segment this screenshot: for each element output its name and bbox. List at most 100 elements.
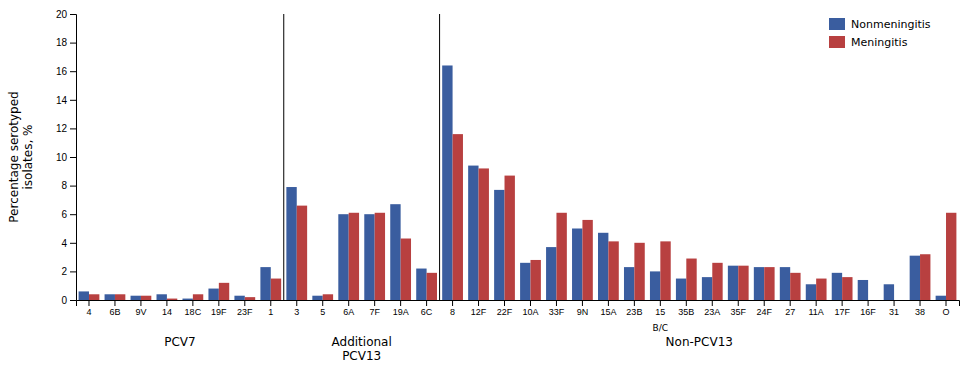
x-tick-label: 35F	[730, 307, 746, 317]
bar	[349, 213, 359, 300]
x-tick: 33F	[549, 300, 565, 317]
x-tick-label: 6C	[421, 307, 433, 317]
bar	[494, 190, 504, 300]
y-tick: 2	[61, 266, 76, 277]
x-tick-mark	[296, 300, 297, 306]
y-tick-label: 20	[56, 9, 68, 20]
x-tick-label: 15A	[600, 307, 616, 317]
bar	[946, 213, 956, 300]
x-tick-mark	[244, 300, 245, 306]
legend-swatch	[829, 36, 845, 48]
y-tick: 8	[61, 180, 76, 191]
x-tick: 6A	[343, 300, 354, 317]
x-tick: 31	[889, 300, 899, 317]
group-divider	[439, 14, 440, 300]
bar	[453, 134, 463, 300]
y-tick: 18	[56, 37, 76, 48]
x-tick: O	[943, 300, 950, 317]
x-tick: 3	[294, 300, 299, 317]
bar	[245, 297, 255, 300]
x-tick-label: 11A	[808, 307, 823, 317]
x-tick: 4	[86, 300, 91, 317]
x-tick: 27	[785, 300, 795, 317]
bar	[427, 273, 437, 300]
y-tick-mark	[70, 43, 76, 44]
x-tick: 19F	[211, 300, 227, 317]
x-axis-line	[77, 301, 960, 307]
x-tick-mark	[868, 300, 869, 306]
x-tick-label: 3	[294, 307, 299, 317]
bar	[286, 187, 296, 300]
bar	[728, 266, 738, 300]
bar	[416, 269, 426, 300]
bar	[505, 176, 515, 300]
bar	[754, 267, 764, 300]
x-tick: 16F	[860, 300, 876, 317]
bar	[323, 294, 333, 300]
x-tick-mark	[166, 300, 167, 306]
x-tick-mark	[842, 300, 843, 306]
x-tick: 6C	[421, 300, 433, 317]
x-tick-label: 7F	[369, 307, 380, 317]
x-tick-mark	[218, 300, 219, 306]
x-tick-mark	[764, 300, 765, 306]
x-tick-label: 33F	[549, 307, 565, 317]
bar	[219, 283, 229, 300]
bar	[520, 263, 530, 300]
x-axis: 46B9V1418C19F23F1356A7F19A6C812F22F10A33…	[77, 300, 960, 317]
x-tick-label: 18C	[185, 307, 202, 317]
x-tick-label: O	[943, 307, 950, 317]
x-tick-mark	[322, 300, 323, 306]
x-tick-label: 6A	[343, 307, 354, 317]
legend-item: Nonmeningitis	[829, 18, 931, 31]
x-tick-mark	[660, 300, 661, 306]
y-tick-mark	[70, 128, 76, 129]
bar	[442, 65, 452, 300]
bar	[556, 213, 566, 300]
x-tick-label: 23A	[704, 307, 720, 317]
bar	[115, 294, 125, 300]
y-tick-label: 16	[56, 66, 68, 77]
y-tick-mark	[70, 14, 76, 15]
x-tick-mark	[504, 300, 505, 306]
x-tick-mark	[400, 300, 401, 306]
x-tick-mark	[686, 300, 687, 306]
bar	[806, 284, 816, 300]
bar	[686, 259, 696, 300]
bar	[842, 277, 852, 300]
x-tick: 11A	[808, 300, 823, 317]
bar	[131, 296, 141, 300]
y-tick-label: 18	[56, 37, 68, 48]
x-tick-label: 4	[86, 307, 91, 317]
legend-label: Nonmeningitis	[851, 18, 931, 31]
bar	[401, 239, 411, 300]
x-tick-label: 1	[268, 307, 273, 317]
x-tick-label: 5	[320, 307, 325, 317]
y-tick: 10	[56, 152, 76, 163]
x-tick-label: 27	[785, 307, 795, 317]
bar	[572, 229, 582, 301]
x-tick-label: 15	[655, 307, 665, 317]
x-tick-label: 19F	[211, 307, 227, 317]
bars	[79, 65, 957, 300]
x-tick-mark	[192, 300, 193, 306]
y-tick-label: 14	[56, 95, 68, 106]
bar	[79, 291, 89, 300]
x-tick: 23A	[704, 300, 720, 317]
y-tick-label: 2	[61, 266, 67, 277]
x-tick-label: 12F	[471, 307, 487, 317]
x-tick-label: 8	[450, 307, 455, 317]
x-tick-mark	[582, 300, 583, 306]
legend-item: Meningitis	[829, 36, 908, 49]
x-tick: 15A	[600, 300, 616, 317]
chart: 0246810121416182046B9V1418C19F23F1356A7F…	[0, 0, 975, 386]
y-tick-mark	[70, 214, 76, 215]
bar	[624, 267, 634, 300]
y-tick-mark	[70, 157, 76, 158]
bar	[712, 263, 722, 300]
bar	[894, 300, 904, 301]
y-tick-mark	[70, 186, 76, 187]
x-tick: 1	[268, 300, 273, 317]
y-tick-mark	[70, 71, 76, 72]
x-tick: 24F	[756, 300, 772, 317]
